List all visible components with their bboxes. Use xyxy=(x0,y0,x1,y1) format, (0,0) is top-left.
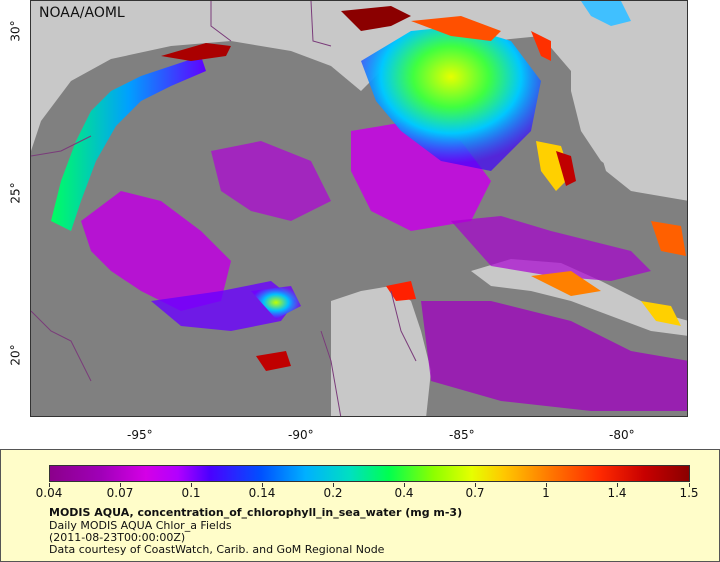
chlorophyll-map xyxy=(31,1,687,416)
colorbar-label: 0.2 xyxy=(323,486,343,500)
colorbar-label: 0.4 xyxy=(394,486,414,500)
legend-title: MODIS AQUA, concentration_of_chlorophyll… xyxy=(49,506,463,519)
legend-dataset: Daily MODIS AQUA Chlor_a Fields xyxy=(49,519,232,532)
lon-label-85: -85° xyxy=(449,428,475,442)
colorbar-label: 0.07 xyxy=(106,486,134,500)
credit-label: NOAA/AOML xyxy=(39,5,125,21)
colorbar-label: 1.5 xyxy=(679,486,699,500)
colorbar xyxy=(49,465,690,482)
colorbar-tick xyxy=(404,483,405,487)
colorbar-label: 1 xyxy=(542,486,550,500)
lon-label-90: -90° xyxy=(288,428,314,442)
colorbar-tick xyxy=(546,483,547,487)
colorbar-tick xyxy=(333,483,334,487)
colorbar-label: 0.04 xyxy=(35,486,63,500)
lat-label-25: 25° xyxy=(8,182,23,204)
colorbar-tick xyxy=(191,483,192,487)
colorbar-label: 1.4 xyxy=(607,486,627,500)
lat-label-30: 30° xyxy=(8,20,23,42)
colorbar-tick xyxy=(120,483,121,487)
map-area[interactable]: NOAA/AOML xyxy=(30,0,688,417)
legend-credit: Data courtesy of CoastWatch, Carib. and … xyxy=(49,543,385,556)
colorbar-tick xyxy=(262,483,263,487)
colorbar-label: 0.14 xyxy=(248,486,276,500)
colorbar-tick xyxy=(689,483,690,487)
legend-date: (2011-08-23T00:00:00Z) xyxy=(49,531,186,544)
colorbar-tick xyxy=(617,483,618,487)
map-frame: NOAA/AOML 30° 25° 20° -95° -90° -85° -80… xyxy=(8,0,688,442)
colorbar-label: 0.7 xyxy=(465,486,485,500)
colorbar-label: 0.1 xyxy=(181,486,201,500)
lat-label-20: 20° xyxy=(8,344,23,366)
lon-label-95: -95° xyxy=(127,428,153,442)
colorbar-tick xyxy=(475,483,476,487)
lon-label-80: -80° xyxy=(609,428,635,442)
legend-panel: 0.04 0.07 0.1 0.14 0.2 0.4 0.7 1 1.4 1.5… xyxy=(0,449,720,562)
colorbar-tick xyxy=(49,483,50,487)
